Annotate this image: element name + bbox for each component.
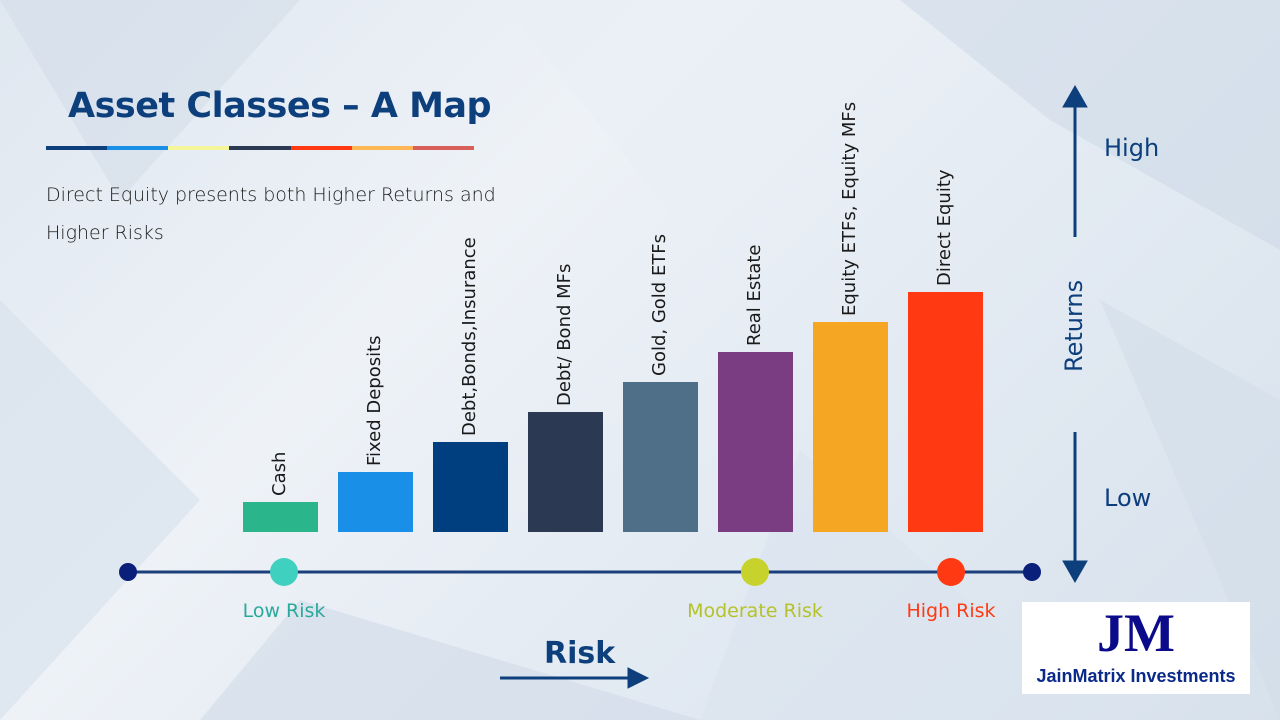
- stripe-segment: [107, 146, 169, 150]
- returns-up-arrow: [1062, 84, 1088, 237]
- bar: [813, 322, 888, 532]
- risk-arrow: [500, 667, 650, 689]
- stripe-segment: [229, 146, 291, 150]
- low-risk-marker: [270, 558, 298, 586]
- subtitle: Direct Equity presents both Higher Retur…: [46, 184, 496, 244]
- stripe-segment: [46, 146, 108, 150]
- stripe-segment: [351, 146, 413, 150]
- stripe-segment: [168, 146, 230, 150]
- returns-axis-label: Returns: [1060, 279, 1088, 372]
- bar: [433, 442, 508, 532]
- low-risk-label: Low Risk: [242, 600, 326, 622]
- bar: [528, 412, 603, 532]
- logo: JM JainMatrix Investments: [1022, 602, 1250, 694]
- page-title: Asset Classes – A Map: [68, 86, 492, 126]
- logo-name: JainMatrix Investments: [1036, 666, 1236, 686]
- stripe-segment: [412, 146, 474, 150]
- title-stripe: [46, 146, 474, 150]
- bar: [338, 472, 413, 532]
- stripe-segment: [290, 146, 352, 150]
- risk-axis-end-dot: [1023, 563, 1041, 581]
- bar: [718, 352, 793, 532]
- returns-low-label: Low: [1104, 484, 1152, 512]
- bar: [243, 502, 318, 532]
- bar: [623, 382, 698, 532]
- moderate-risk-marker: [741, 558, 769, 586]
- risk-axis-start-dot: [119, 563, 137, 581]
- high-risk-marker: [937, 558, 965, 586]
- returns-high-label: High: [1104, 134, 1160, 162]
- bar: [908, 292, 983, 532]
- moderate-risk-label: Moderate Risk: [687, 600, 823, 622]
- returns-down-arrow: [1062, 432, 1088, 584]
- risk-axis-label: Risk: [544, 636, 616, 671]
- logo-mark: JM: [1097, 603, 1175, 663]
- high-risk-label: High Risk: [906, 600, 996, 622]
